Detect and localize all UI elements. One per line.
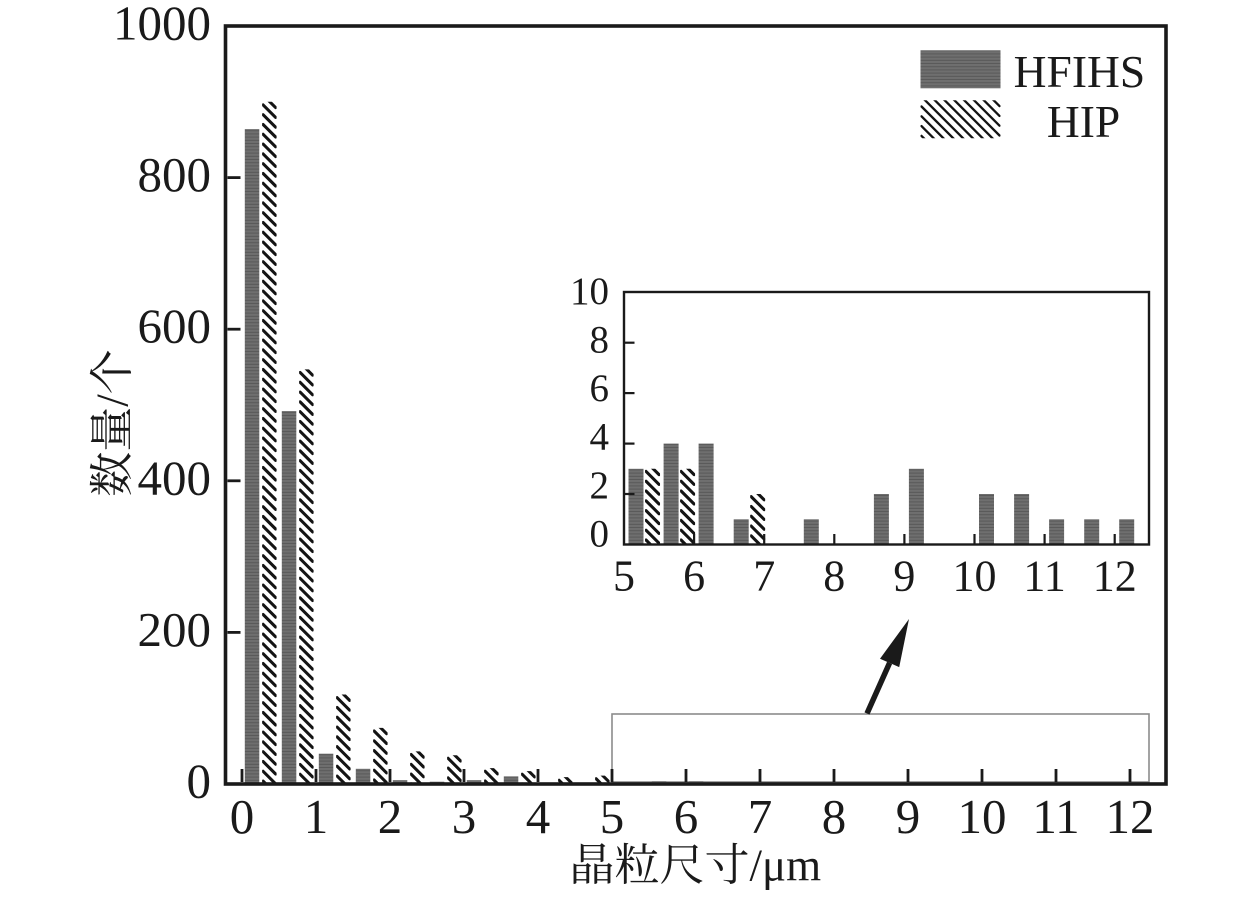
svg-text:10: 10	[570, 270, 609, 313]
svg-text:0: 0	[187, 754, 212, 809]
svg-text:12: 12	[1093, 552, 1137, 601]
svg-text:11: 11	[1023, 552, 1065, 601]
svg-text:10: 10	[953, 552, 997, 601]
svg-text:600: 600	[138, 299, 212, 354]
svg-text:2: 2	[590, 464, 610, 507]
svg-text:2: 2	[378, 789, 403, 844]
svg-text:1000: 1000	[113, 0, 211, 51]
svg-text:12: 12	[1106, 789, 1155, 844]
svg-text:7: 7	[753, 552, 775, 601]
svg-text:8: 8	[822, 789, 847, 844]
svg-text:9: 9	[896, 789, 921, 844]
svg-text:200: 200	[138, 602, 212, 657]
svg-text:8: 8	[590, 319, 610, 362]
svg-text:HIP: HIP	[1047, 96, 1120, 147]
svg-text:800: 800	[138, 147, 212, 202]
svg-text:9: 9	[893, 552, 915, 601]
svg-text:5: 5	[613, 552, 635, 601]
svg-text:11: 11	[1032, 789, 1079, 844]
svg-text:6: 6	[674, 789, 699, 844]
svg-text:400: 400	[138, 450, 212, 505]
svg-text:5: 5	[600, 789, 625, 844]
svg-text:/μm: /μm	[750, 840, 822, 890]
svg-text:6: 6	[590, 367, 610, 410]
svg-text:8: 8	[823, 552, 845, 601]
svg-text:6: 6	[683, 552, 705, 601]
svg-text:10: 10	[958, 789, 1007, 844]
svg-text:3: 3	[452, 789, 477, 844]
svg-text:/: /	[87, 394, 137, 407]
svg-text:0: 0	[590, 513, 610, 556]
svg-text:HFIHS: HFIHS	[1014, 46, 1145, 97]
svg-text:7: 7	[748, 789, 773, 844]
svg-text:0: 0	[230, 789, 255, 844]
svg-text:4: 4	[526, 789, 551, 844]
svg-text:4: 4	[590, 416, 610, 459]
svg-text:1: 1	[304, 789, 329, 844]
